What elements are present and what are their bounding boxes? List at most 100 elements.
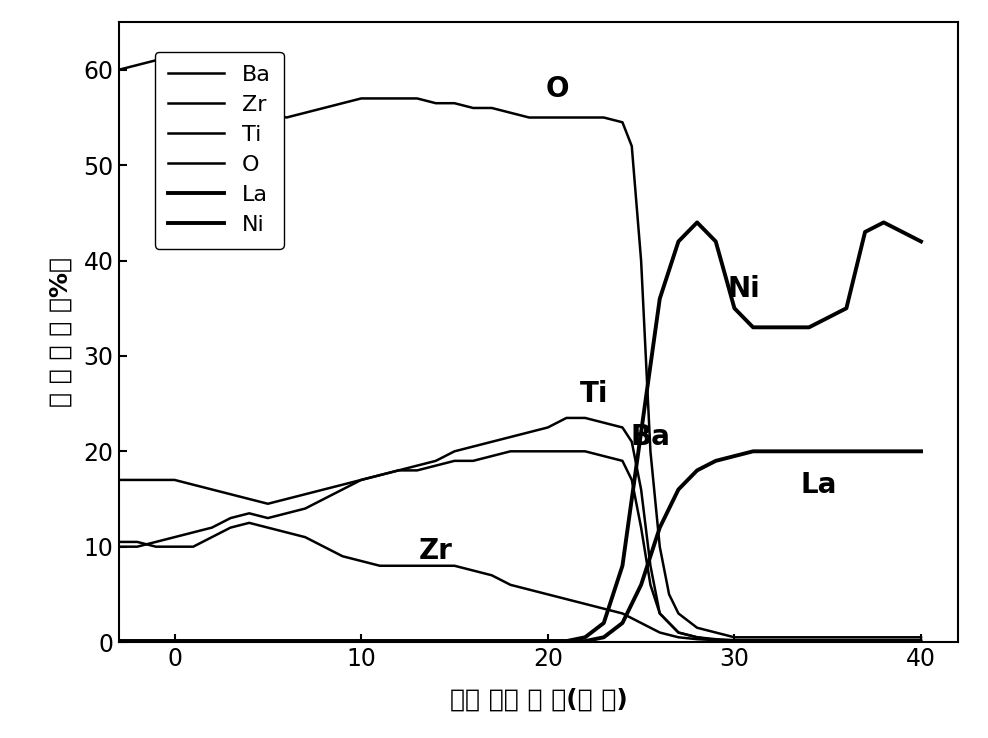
Ti [644, 562, 656, 570]
Ni [896, 227, 908, 236]
Ni [784, 323, 796, 332]
O [560, 113, 572, 122]
O [356, 94, 368, 103]
Line: O: O [119, 61, 921, 638]
La [281, 637, 292, 646]
Ni [709, 237, 721, 246]
La [411, 637, 423, 646]
La [654, 523, 666, 532]
Ba [486, 452, 498, 461]
La [243, 637, 255, 646]
Ni [747, 323, 759, 332]
Ti [877, 637, 889, 646]
Ni [467, 637, 479, 646]
La [337, 637, 349, 646]
Y-axis label: 原 子 浓 度 （%）: 原 子 浓 度 （%） [48, 257, 72, 407]
Zr [560, 595, 572, 604]
Ti [169, 533, 181, 542]
Ti [392, 466, 404, 475]
La [486, 637, 498, 646]
Ti [524, 428, 535, 437]
La [524, 637, 535, 646]
La [803, 447, 815, 456]
Ni [486, 637, 498, 646]
La [896, 447, 908, 456]
O [663, 590, 675, 599]
Ba [430, 461, 442, 470]
Ti [505, 432, 517, 441]
Ti [337, 485, 349, 494]
Zr [541, 590, 553, 599]
Zr [860, 637, 871, 646]
Zr [505, 580, 517, 589]
Line: La: La [119, 452, 921, 641]
O [392, 94, 404, 103]
La [467, 637, 479, 646]
La [860, 447, 871, 456]
La [784, 447, 796, 456]
Text: Zr: Zr [419, 537, 453, 565]
Line: Ni: Ni [119, 222, 921, 641]
Ti [784, 637, 796, 646]
Ti [766, 637, 778, 646]
Ti [411, 461, 423, 470]
La [373, 637, 385, 646]
Ti [822, 637, 834, 646]
Ba [635, 523, 647, 532]
La [747, 447, 759, 456]
Text: La: La [800, 471, 837, 499]
Ni [150, 637, 162, 646]
Ni [188, 637, 200, 646]
O [766, 633, 778, 642]
La [224, 637, 236, 646]
Zr [113, 537, 124, 546]
La [392, 637, 404, 646]
Ti [803, 637, 815, 646]
Ni [822, 314, 834, 323]
Zr [766, 637, 778, 646]
Zr [784, 637, 796, 646]
Zr [598, 604, 610, 613]
O [337, 99, 349, 108]
Legend: Ba, Zr, Ti, O, La, Ni: Ba, Zr, Ti, O, La, Ni [155, 52, 284, 249]
O [598, 113, 610, 122]
O [784, 633, 796, 642]
Ba [598, 452, 610, 461]
La [188, 637, 200, 646]
Zr [692, 635, 703, 644]
Ni [430, 637, 442, 646]
Text: Ti: Ti [580, 380, 609, 408]
Ba [896, 635, 908, 644]
Ti [860, 637, 871, 646]
O [131, 61, 143, 69]
Ba [467, 456, 479, 465]
Ba [709, 635, 721, 644]
Zr [281, 528, 292, 537]
Ti [841, 637, 853, 646]
Zr [747, 637, 759, 646]
Ba [505, 447, 517, 456]
Ni [392, 637, 404, 646]
La [262, 637, 274, 646]
O [113, 66, 124, 75]
La [560, 637, 572, 646]
Zr [411, 562, 423, 570]
Ti [625, 438, 637, 446]
O [505, 108, 517, 117]
La [728, 452, 740, 461]
Ti [692, 633, 703, 642]
Zr [654, 628, 666, 637]
La [299, 637, 311, 646]
O [318, 103, 330, 112]
Ti [486, 438, 498, 446]
O [467, 103, 479, 112]
La [356, 637, 368, 646]
Text: Ba: Ba [630, 423, 671, 451]
O [224, 89, 236, 98]
Ba [728, 635, 740, 644]
Ni [131, 637, 143, 646]
La [915, 447, 927, 456]
Ba [579, 447, 591, 456]
Ti [747, 637, 759, 646]
Ba [541, 447, 553, 456]
